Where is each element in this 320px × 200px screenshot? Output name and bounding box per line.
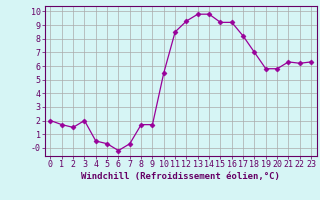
X-axis label: Windchill (Refroidissement éolien,°C): Windchill (Refroidissement éolien,°C) — [81, 172, 280, 181]
